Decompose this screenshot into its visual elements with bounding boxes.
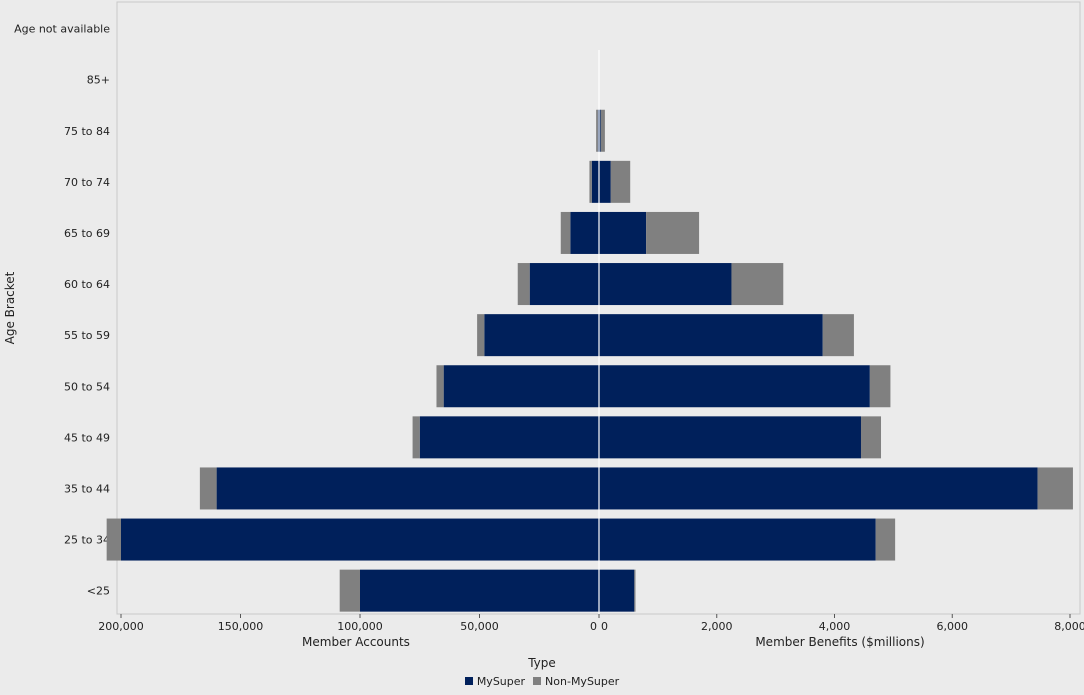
bar-benefits-mysuper-7 [599, 365, 870, 408]
bar-benefits-non-mysuper-6 [822, 314, 854, 357]
tick-label-accounts-3: 50,000 [460, 620, 499, 633]
category-label-8: 45 to 49 [64, 431, 110, 444]
tick-label-benefits-1: 2,000 [701, 620, 733, 633]
bar-accounts-non-mysuper-9 [199, 467, 217, 510]
legend-items: MySuper Non-MySuper [464, 674, 619, 688]
bar-accounts-mysuper-6 [484, 314, 599, 357]
bar-benefits-non-mysuper-4 [646, 211, 700, 254]
category-label-6: 55 to 59 [64, 329, 110, 342]
bar-accounts-mysuper-9 [216, 467, 599, 510]
tick-label-accounts-4: 0 [590, 620, 597, 633]
bar-accounts-non-mysuper-6 [477, 314, 485, 357]
bar-accounts-non-mysuper-7 [436, 365, 444, 408]
bar-benefits-mysuper-6 [599, 314, 823, 357]
x-axis-title-accounts: Member Accounts [302, 635, 410, 649]
legend: Type MySuper Non-MySuper [0, 656, 1084, 689]
bar-accounts-mysuper-7 [443, 365, 599, 408]
bar-accounts-mysuper-5 [529, 263, 599, 306]
category-label-5: 60 to 64 [64, 278, 110, 291]
bar-benefits-mysuper-4 [599, 211, 647, 254]
bar-accounts-mysuper-4 [570, 211, 599, 254]
bar-accounts-non-mysuper-5 [517, 263, 530, 306]
tick-label-benefits-4: 8,000 [1054, 620, 1084, 633]
bar-benefits-mysuper-5 [599, 263, 732, 306]
category-label-10: 25 to 34 [64, 534, 110, 547]
bar-benefits-mysuper-8 [599, 416, 861, 459]
bar-accounts-non-mysuper-4 [560, 211, 571, 254]
bar-benefits-mysuper-11 [599, 569, 635, 612]
tick-label-benefits-2: 4,000 [819, 620, 851, 633]
bar-benefits-mysuper-10 [599, 518, 876, 561]
bar-benefits-non-mysuper-3 [610, 160, 631, 203]
category-label-11: <25 [87, 585, 110, 598]
tick-label-benefits-0: 0 [601, 620, 608, 633]
legend-item-non-mysuper: Non-MySuper [533, 675, 619, 688]
bar-benefits-mysuper-2 [599, 109, 601, 152]
bar-benefits-non-mysuper-7 [869, 365, 891, 408]
bar-accounts-non-mysuper-8 [412, 416, 420, 459]
bar-benefits-non-mysuper-11 [634, 569, 636, 612]
legend-label-non-mysuper: Non-MySuper [545, 674, 620, 688]
bar-benefits-non-mysuper-9 [1037, 467, 1073, 510]
bar-benefits-mysuper-9 [599, 467, 1038, 510]
category-label-9: 35 to 44 [64, 482, 110, 495]
bar-accounts-mysuper-11 [360, 569, 599, 612]
category-label-2: 75 to 84 [64, 125, 110, 138]
bar-benefits-non-mysuper-8 [860, 416, 882, 459]
legend-label-mysuper: MySuper [476, 674, 526, 688]
bar-accounts-non-mysuper-10 [106, 518, 121, 561]
category-label-1: 85+ [87, 74, 110, 87]
tick-label-accounts-2: 100,000 [337, 620, 383, 633]
bar-benefits-non-mysuper-2 [600, 109, 605, 152]
bar-accounts-non-mysuper-11 [339, 569, 360, 612]
y-axis-title: Age Bracket [3, 271, 17, 344]
tick-label-accounts-0: 200,000 [98, 620, 144, 633]
category-label-7: 50 to 54 [64, 380, 110, 393]
bar-accounts-non-mysuper-3 [589, 160, 592, 203]
bar-accounts-mysuper-3 [591, 160, 599, 203]
bar-accounts-mysuper-8 [419, 416, 599, 459]
category-label-3: 70 to 74 [64, 176, 110, 189]
bar-benefits-non-mysuper-10 [875, 518, 896, 561]
legend-item-mysuper: MySuper [464, 674, 526, 688]
tick-label-benefits-3: 6,000 [937, 620, 969, 633]
legend-swatch-mysuper [464, 677, 473, 685]
legend-swatch-non-mysuper [533, 677, 542, 685]
bar-accounts-non-mysuper-2 [596, 109, 598, 152]
category-label-4: 65 to 69 [64, 227, 110, 240]
bar-accounts-mysuper-10 [121, 518, 599, 561]
x-axis-title-benefits: Member Benefits ($millions) [755, 635, 924, 649]
bar-benefits-non-mysuper-5 [731, 263, 784, 306]
tick-label-accounts-1: 150,000 [218, 620, 264, 633]
bar-benefits-mysuper-3 [599, 160, 611, 203]
legend-title: Type [528, 656, 556, 670]
category-label-0: Age not available [14, 23, 110, 36]
